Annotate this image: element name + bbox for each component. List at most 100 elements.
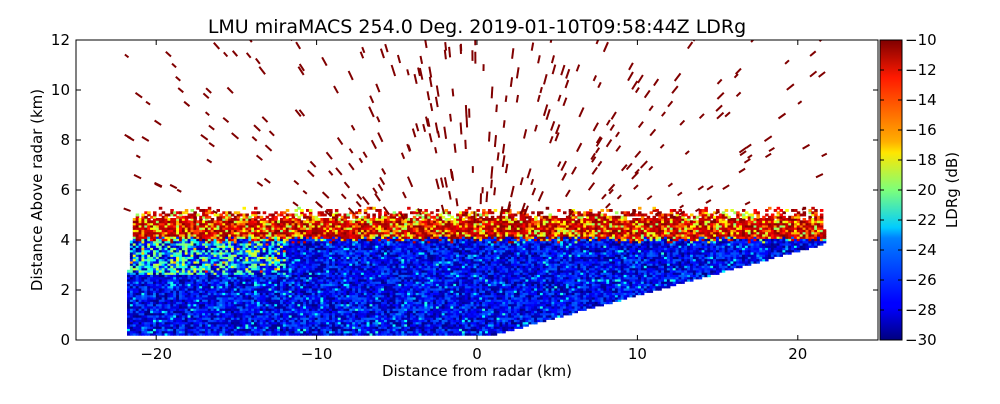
echo-cell [147, 240, 151, 244]
echo-cell [326, 314, 330, 318]
echo-cell [395, 283, 399, 287]
echo-cell [187, 229, 192, 233]
echo-cell [306, 227, 310, 230]
echo-cell [314, 247, 319, 251]
echo-cell [150, 238, 154, 242]
echo-cell [334, 245, 339, 248]
echo-cell [386, 299, 391, 302]
echo-cell [144, 305, 148, 309]
echo-cell [242, 247, 246, 251]
echo-cell [202, 314, 206, 318]
echo-cell [381, 220, 385, 224]
echo-cell [236, 260, 241, 264]
echo-cell [259, 308, 264, 311]
echo-cell [236, 269, 241, 273]
echo-cell [190, 240, 194, 244]
echo-cell [222, 305, 226, 309]
echo-cell [153, 258, 157, 262]
echo-cell [199, 323, 203, 327]
echo-cell [282, 240, 287, 244]
echo-cell [150, 242, 154, 246]
echo-cell [127, 274, 131, 278]
echo-cell [268, 224, 272, 228]
echo-cell [274, 215, 278, 219]
echo-cell [285, 278, 290, 282]
echo-cell [268, 218, 272, 221]
echo-cell [282, 256, 287, 260]
echo-cell [282, 310, 287, 314]
echo-cell [184, 220, 189, 224]
echo-cell [297, 249, 301, 253]
echo-cell [389, 222, 394, 226]
echo-cell [392, 265, 397, 269]
echo-cell [138, 301, 143, 305]
echo-cell [254, 242, 258, 246]
echo-cell [268, 283, 272, 287]
echo-cell [164, 301, 168, 305]
echo-cell [170, 220, 174, 224]
echo-cell [323, 312, 327, 316]
echo-cell [181, 263, 186, 266]
echo-cell [323, 274, 327, 278]
echo-cell [259, 299, 264, 302]
echo-cell [285, 272, 290, 275]
echo-cell [245, 267, 249, 271]
echo-cell [262, 319, 267, 323]
echo-cell [352, 281, 356, 284]
echo-cell [300, 258, 304, 262]
echo-cell [303, 236, 307, 239]
echo-cell [138, 222, 143, 226]
echo-cell [280, 258, 284, 262]
echo-cell [366, 236, 371, 239]
echo-cell [363, 238, 368, 242]
echo-cell [323, 218, 327, 221]
echo-cell [355, 224, 359, 228]
echo-cell [230, 218, 235, 221]
echo-cell [147, 296, 151, 300]
echo-cell [285, 224, 290, 228]
echo-cell [132, 229, 137, 233]
echo-cell [352, 287, 356, 291]
echo-cell [389, 285, 394, 289]
echo-cell [219, 256, 223, 260]
echo-cell [320, 328, 324, 332]
echo-cell [329, 292, 333, 296]
echo-cell [193, 305, 197, 309]
echo-cell [300, 276, 304, 280]
echo-cell [207, 287, 212, 291]
echo-cell [170, 281, 174, 284]
echo-cell [378, 330, 382, 334]
echo-cell [184, 254, 189, 257]
echo-cell [184, 215, 189, 219]
echo-cell [181, 242, 186, 246]
echo-cell [369, 314, 373, 318]
echo-cell [346, 287, 350, 291]
echo-cell [274, 332, 278, 336]
echo-cell [337, 296, 342, 300]
echo-cell [219, 296, 223, 300]
echo-cell [277, 240, 281, 244]
echo-cell [222, 240, 226, 244]
echo-cell [386, 240, 391, 244]
echo-cell [213, 296, 218, 300]
echo-cell [233, 215, 238, 219]
echo-cell [274, 231, 278, 235]
echo-cell [228, 308, 232, 311]
echo-cell [294, 323, 298, 327]
echo-cell [179, 312, 183, 316]
echo-cell [170, 247, 174, 251]
echo-cell [320, 317, 324, 320]
echo-cell [355, 299, 359, 302]
echo-cell [135, 323, 140, 327]
echo-cell [323, 323, 327, 327]
echo-cell [300, 231, 304, 235]
echo-cell [239, 227, 244, 230]
echo-cell [381, 231, 385, 235]
echo-cell [268, 321, 272, 325]
echo-cell [173, 314, 177, 318]
echo-cell [184, 328, 189, 332]
echo-cell [395, 319, 399, 323]
echo-cell [329, 236, 333, 239]
echo-cell [343, 222, 347, 226]
echo-cell [230, 260, 235, 264]
